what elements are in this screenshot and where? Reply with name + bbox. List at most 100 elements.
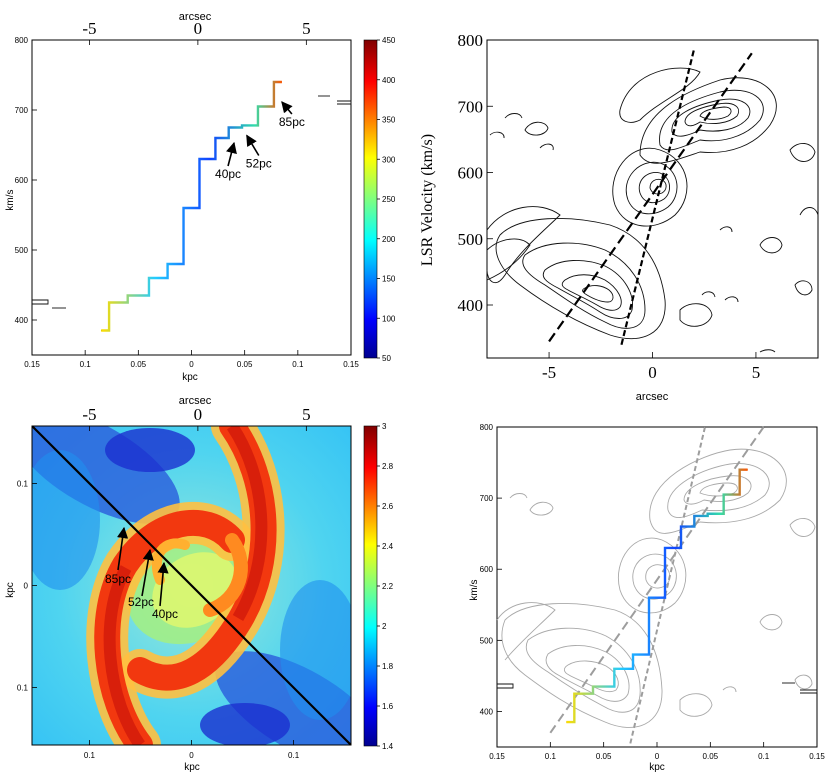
colorbar-tick-label: 300	[382, 155, 396, 164]
x-tick-label: 0.05	[596, 752, 612, 761]
colorbar-tick-label: 3	[382, 422, 387, 431]
y-tick-label: 0.1	[17, 684, 29, 693]
panel-bottom-right: 0.15 0.1 0.05 0 0.05 0.1 0.15 400500600700800 …	[469, 423, 825, 773]
y-tick-label: 400	[480, 707, 494, 716]
colorbar-tick-label: 50	[382, 354, 391, 363]
x-tick-label: 0.15	[489, 752, 505, 761]
x-tick-label: 0	[655, 752, 660, 761]
bl-x-ticks: 0.1 0 0.1	[84, 740, 300, 760]
tr-y-ticks: 400 500 600 700 800	[458, 31, 493, 315]
bl-annotation-40pc: 40pc	[152, 607, 178, 621]
x-tick-label: 0.05	[703, 752, 719, 761]
tl-y-axis-label: km/s	[5, 189, 16, 210]
x-tick-label: 0.15	[809, 752, 825, 761]
panel-top-right: -5 0 5 400 500 600 700 800 arcsec LSR Velocity…	[419, 31, 819, 403]
bl-x-axis-label: kpc	[184, 762, 200, 773]
top-tick-label: 0	[194, 405, 203, 424]
y-tick-label: 0	[24, 582, 29, 591]
x-tick-label: 0.05	[237, 360, 253, 369]
x-tick-label: 0	[189, 360, 194, 369]
x-tick-label: 0.15	[343, 360, 359, 369]
top-tick-label: 0	[194, 19, 203, 38]
tl-colorbar-ticks: 50 100 150 200 250 300 350 400 450	[377, 36, 396, 363]
tl-plot-frame	[31, 39, 352, 356]
x-tick-label: 0.1	[84, 751, 96, 760]
tr-x-axis-label: arcsec	[636, 391, 669, 403]
br-contours	[496, 448, 816, 728]
tl-annotation-label: 40pc	[215, 167, 241, 181]
y-tick-label: 600	[458, 164, 484, 183]
tl-y-ticks: 400 500 600 700 800	[15, 36, 37, 325]
tl-annotation-85pc: 85pc	[279, 101, 305, 129]
tl-annotations: 40pc 52pc 85pc	[215, 101, 305, 181]
y-tick-label: 800	[15, 36, 29, 45]
colorbar-tick-label: 200	[382, 235, 396, 244]
colorbar-tick-label: 450	[382, 36, 396, 45]
br-pv-curve	[566, 468, 748, 724]
bl-arrow-52pc	[141, 548, 154, 597]
tl-annotation-arrow	[246, 134, 260, 156]
tl-x-axis-label: kpc	[182, 372, 198, 383]
tr-dashed-line-steep	[620, 49, 695, 346]
br-dashed-line-shallow	[549, 426, 765, 734]
y-tick-label: 500	[15, 246, 29, 255]
top-tick-label: 5	[302, 19, 311, 38]
colorbar-tick-label: 2.4	[382, 542, 394, 551]
tl-annotation-label: 85pc	[279, 115, 305, 129]
tl-top-ticks: -5 0 5	[82, 19, 311, 45]
colorbar-tick-label: 2.2	[382, 582, 394, 591]
x-tick-label: 0.05	[131, 360, 147, 369]
colorbar-tick-label: 2	[382, 622, 387, 631]
panel-top-left: 0.15 0.1 0.05 0 0.05 0.1 0.15 400500600700800 …	[5, 11, 396, 383]
top-tick-label: -5	[82, 19, 96, 38]
br-pv-curve-outline	[566, 469, 748, 723]
y-tick-label: 400	[15, 316, 29, 325]
y-tick-label: 800	[458, 31, 484, 50]
y-tick-label: 500	[458, 230, 484, 249]
y-tick-label: 800	[480, 423, 494, 432]
top-tick-label: 5	[302, 405, 311, 424]
y-tick-label: 600	[15, 176, 29, 185]
tl-outlier-contour-right	[337, 100, 352, 105]
tl-annotation-label: 52pc	[246, 157, 272, 171]
y-tick-label: 700	[458, 97, 484, 116]
tl-annotation-40pc: 40pc	[215, 141, 241, 181]
tr-x-ticks: -5 0 5	[542, 352, 760, 382]
tl-top-axis-label: arcsec	[179, 11, 212, 23]
bl-annotation-85pc: 85pc	[105, 572, 131, 586]
colorbar-tick-label: 2.6	[382, 502, 394, 511]
x-tick-label: 0.1	[288, 751, 300, 760]
br-dashed-line-steep	[629, 426, 706, 744]
tl-annotation-52pc: 52pc	[246, 134, 272, 171]
x-tick-label: 0.15	[24, 360, 40, 369]
x-tick-label: 0	[648, 363, 657, 382]
y-tick-label: 500	[480, 636, 494, 645]
bl-arrow-85pc	[117, 526, 129, 571]
y-tick-label: 700	[15, 106, 29, 115]
bl-heatmap	[32, 426, 351, 745]
bl-annotation-52pc: 52pc	[128, 595, 154, 609]
y-tick-label: 400	[458, 296, 484, 315]
y-tick-label: 0.1	[17, 479, 29, 488]
x-tick-label: 0.1	[545, 752, 557, 761]
br-y-ticks: 400 500 600 700 800	[480, 423, 502, 716]
x-tick-label: 0	[189, 751, 194, 760]
x-tick-label: -5	[542, 363, 556, 382]
tl-outlier-contour-left	[32, 299, 49, 305]
tl-x-ticks: 0.15 0.1 0.05 0 0.05 0.1 0.15	[24, 350, 359, 369]
colorbar-tick-label: 1.4	[382, 742, 394, 751]
bl-top-axis-label: arcsec	[179, 395, 212, 407]
tr-dashed-line-shallow	[548, 52, 753, 343]
bl-top-ticks: -5 0 5	[82, 405, 311, 431]
y-tick-label: 600	[480, 565, 494, 574]
x-tick-label: 0.1	[758, 752, 770, 761]
colorbar-tick-label: 1.6	[382, 702, 394, 711]
bl-y-ticks: 0.1 0 0.1	[17, 479, 37, 693]
x-tick-label: 0.1	[80, 360, 92, 369]
bl-colorbar	[363, 425, 378, 747]
br-y-axis-label: km/s	[469, 579, 480, 600]
tr-y-axis-label: LSR Velocity (km/s)	[419, 134, 436, 266]
tl-annotation-arrow	[281, 101, 293, 115]
colorbar-tick-label: 400	[382, 76, 396, 85]
